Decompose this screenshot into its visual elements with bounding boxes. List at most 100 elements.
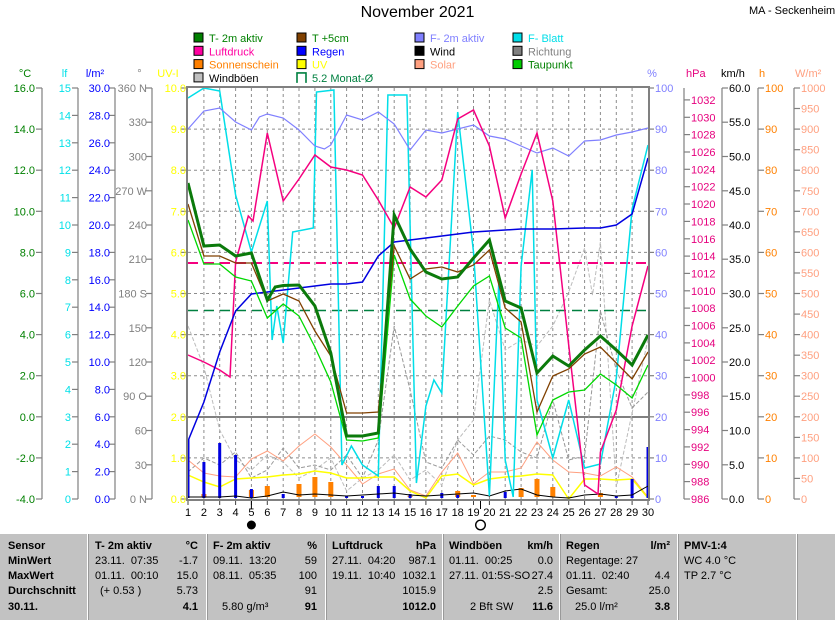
svg-text:30: 30 — [135, 460, 147, 472]
svg-text:2.0: 2.0 — [20, 371, 35, 383]
svg-text:1014: 1014 — [691, 251, 715, 263]
svg-text:300: 300 — [129, 152, 147, 164]
svg-text:0.0: 0.0 — [171, 494, 186, 506]
svg-text:30.0: 30.0 — [89, 83, 110, 95]
svg-text:90: 90 — [765, 124, 777, 136]
svg-text:1: 1 — [185, 507, 191, 519]
svg-text:4: 4 — [65, 384, 71, 396]
svg-text:%: % — [647, 68, 657, 80]
svg-text:0.0: 0.0 — [20, 412, 35, 424]
svg-text:22.0: 22.0 — [89, 193, 110, 205]
svg-text:15.0: 15.0 — [729, 391, 750, 403]
svg-text:1000: 1000 — [691, 373, 715, 385]
svg-text:Wind: Wind — [430, 46, 455, 58]
svg-text:0: 0 — [655, 494, 661, 506]
svg-text:60: 60 — [135, 426, 147, 438]
svg-text:90 O: 90 O — [123, 391, 147, 403]
svg-text:8: 8 — [65, 275, 71, 287]
svg-text:60: 60 — [765, 247, 777, 259]
svg-text:20: 20 — [765, 412, 777, 424]
svg-text:hPa: hPa — [686, 68, 706, 80]
svg-text:4.0: 4.0 — [20, 330, 35, 342]
svg-text:1028: 1028 — [691, 130, 715, 142]
svg-text:9: 9 — [65, 247, 71, 259]
svg-text:4: 4 — [233, 507, 239, 519]
svg-text:10.0: 10.0 — [729, 426, 750, 438]
svg-text:50: 50 — [765, 289, 777, 301]
svg-text:°C: °C — [19, 68, 31, 80]
svg-text:14.0: 14.0 — [14, 124, 35, 136]
svg-text:900: 900 — [801, 124, 819, 136]
svg-text:7: 7 — [65, 302, 71, 314]
svg-text:h: h — [759, 68, 765, 80]
svg-text:5.0: 5.0 — [171, 289, 186, 301]
svg-text:100: 100 — [765, 83, 783, 95]
svg-text:7: 7 — [280, 507, 286, 519]
svg-text:0.0: 0.0 — [95, 494, 110, 506]
svg-text:T +5cm: T +5cm — [312, 33, 349, 45]
svg-text:24.0: 24.0 — [89, 165, 110, 177]
svg-text:6: 6 — [264, 507, 270, 519]
svg-text:120: 120 — [129, 357, 147, 369]
svg-text:Sonnenschein: Sonnenschein — [209, 60, 279, 72]
svg-text:28: 28 — [610, 507, 622, 519]
svg-text:12.0: 12.0 — [89, 330, 110, 342]
svg-text:988: 988 — [691, 477, 709, 489]
svg-text:3: 3 — [217, 507, 223, 519]
svg-text:18.0: 18.0 — [89, 247, 110, 259]
svg-text:6.0: 6.0 — [171, 247, 186, 259]
svg-text:Taupunkt: Taupunkt — [528, 60, 573, 72]
svg-text:1020: 1020 — [691, 199, 715, 211]
svg-text:17: 17 — [436, 507, 448, 519]
svg-text:40: 40 — [655, 330, 667, 342]
svg-text:km/h: km/h — [721, 68, 745, 80]
svg-text:986: 986 — [691, 494, 709, 506]
svg-text:23: 23 — [531, 507, 543, 519]
svg-text:9.0: 9.0 — [171, 124, 186, 136]
svg-text:18: 18 — [452, 507, 464, 519]
svg-text:80: 80 — [655, 165, 667, 177]
svg-text:1026: 1026 — [691, 147, 715, 159]
svg-text:210: 210 — [129, 254, 147, 266]
svg-text:360 N: 360 N — [118, 83, 147, 95]
svg-text:55.0: 55.0 — [729, 117, 750, 129]
svg-text:2: 2 — [65, 439, 71, 451]
svg-text:8.0: 8.0 — [171, 165, 186, 177]
svg-text:12: 12 — [59, 165, 71, 177]
svg-text:16.0: 16.0 — [89, 275, 110, 287]
svg-text:100: 100 — [655, 83, 673, 95]
svg-text:50: 50 — [801, 473, 813, 485]
svg-text:8.0: 8.0 — [20, 247, 35, 259]
svg-text:750: 750 — [801, 186, 819, 198]
svg-text:60.0: 60.0 — [729, 83, 750, 95]
svg-text:8.0: 8.0 — [95, 384, 110, 396]
svg-text:950: 950 — [801, 104, 819, 116]
svg-text:W/m²: W/m² — [795, 68, 822, 80]
svg-text:Windböen: Windböen — [209, 73, 259, 85]
svg-text:650: 650 — [801, 227, 819, 239]
svg-text:6.0: 6.0 — [20, 289, 35, 301]
svg-text:11: 11 — [60, 193, 71, 205]
svg-text:150: 150 — [129, 323, 147, 335]
svg-text:15: 15 — [59, 83, 71, 95]
svg-text:450: 450 — [801, 309, 819, 321]
svg-text:20.0: 20.0 — [729, 357, 750, 369]
svg-text:3.0: 3.0 — [171, 371, 186, 383]
svg-text:10: 10 — [765, 453, 777, 465]
svg-text:1.0: 1.0 — [171, 453, 186, 465]
svg-text:20: 20 — [655, 412, 667, 424]
svg-text:5: 5 — [248, 507, 254, 519]
svg-text:50: 50 — [655, 289, 667, 301]
svg-text:10.0: 10.0 — [89, 357, 110, 369]
svg-text:994: 994 — [691, 425, 709, 437]
svg-text:10: 10 — [325, 507, 337, 519]
svg-text:20.0: 20.0 — [89, 220, 110, 232]
svg-text:30: 30 — [765, 371, 777, 383]
svg-text:10.0: 10.0 — [165, 83, 186, 95]
svg-text:350: 350 — [801, 350, 819, 362]
svg-text:16.0: 16.0 — [14, 83, 35, 95]
svg-text:90: 90 — [655, 124, 667, 136]
svg-text:60: 60 — [655, 247, 667, 259]
svg-text:0.0: 0.0 — [729, 494, 744, 506]
svg-text:UV: UV — [312, 60, 328, 72]
